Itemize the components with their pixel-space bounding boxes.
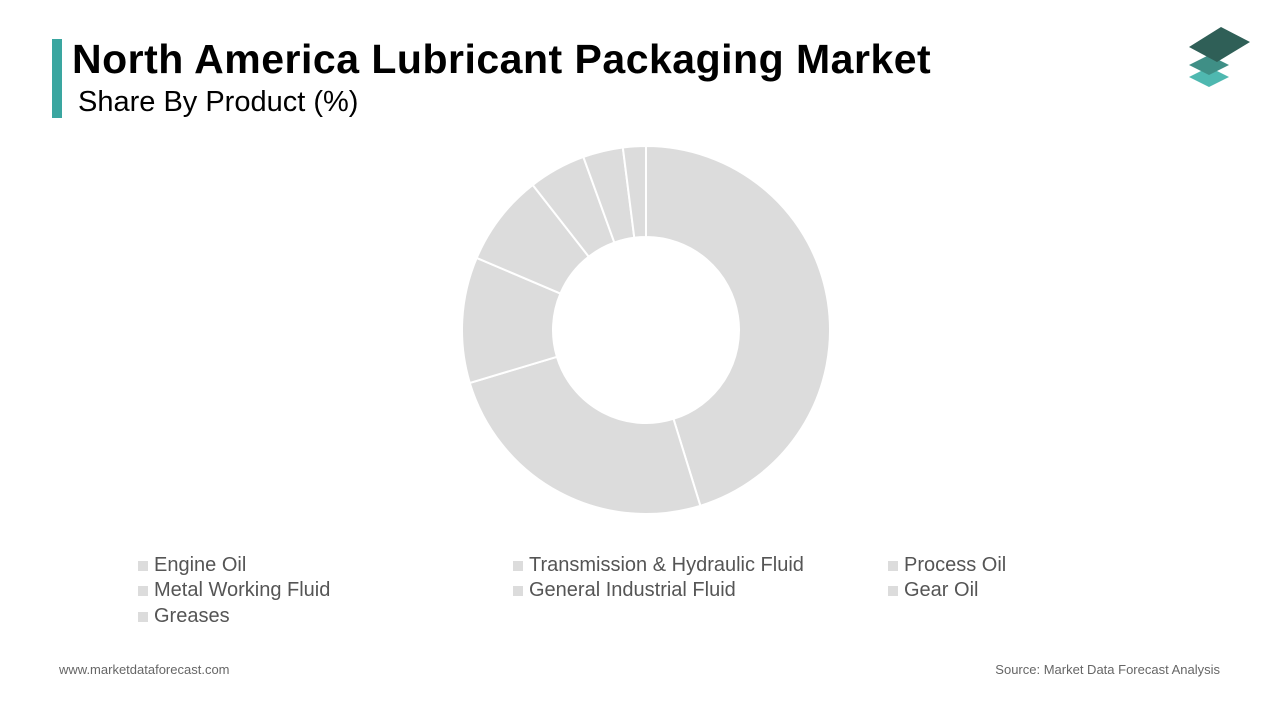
legend-swatch <box>513 585 523 596</box>
footer-source: Source: Market Data Forecast Analysis <box>995 662 1220 677</box>
legend-swatch <box>138 585 148 596</box>
legend-swatch <box>888 560 898 571</box>
legend-item-general-industrial-fluid: General Industrial Fluid <box>513 579 736 602</box>
legend-item-process-oil: Process Oil <box>888 554 1006 577</box>
legend-label: Transmission & Hydraulic Fluid <box>529 554 804 576</box>
donut-slices <box>461 144 832 515</box>
legend-label: Metal Working Fluid <box>154 579 331 601</box>
page-title: North America Lubricant Packaging Market <box>72 36 932 82</box>
legend-label: Process Oil <box>904 554 1007 576</box>
slice-transmission-hydraulic-fluid <box>468 355 702 515</box>
legend-item-metal-working-fluid: Metal Working Fluid <box>138 579 330 602</box>
page-subtitle: Share By Product (%) <box>78 86 359 118</box>
logo-layer-top <box>1189 27 1250 62</box>
footer-website: www.marketdataforecast.com <box>59 662 230 677</box>
title-accent-bar <box>52 39 62 118</box>
donut-chart <box>461 144 832 515</box>
legend-swatch <box>888 585 898 596</box>
stacked-layers-icon <box>1189 27 1250 87</box>
legend-swatch <box>513 560 523 571</box>
slice-engine-oil <box>645 144 832 508</box>
legend-label: Engine Oil <box>154 554 247 576</box>
legend-item-engine-oil: Engine Oil <box>138 554 246 577</box>
legend-item-gear-oil: Gear Oil <box>888 579 978 602</box>
logo-layer-bottom <box>1189 67 1229 87</box>
slice-greases <box>621 144 647 239</box>
legend-item-transmission-hydraulic-fluid: Transmission & Hydraulic Fluid <box>513 554 804 577</box>
legend-item-greases: Greases <box>138 605 230 628</box>
legend-swatch <box>138 560 148 571</box>
legend-swatch <box>138 611 148 622</box>
chart-legend: Engine Oil Transmission & Hydraulic Flui… <box>138 554 1138 634</box>
legend-label: Gear Oil <box>904 579 979 601</box>
legend-label: General Industrial Fluid <box>529 579 736 601</box>
legend-label: Greases <box>154 605 230 627</box>
